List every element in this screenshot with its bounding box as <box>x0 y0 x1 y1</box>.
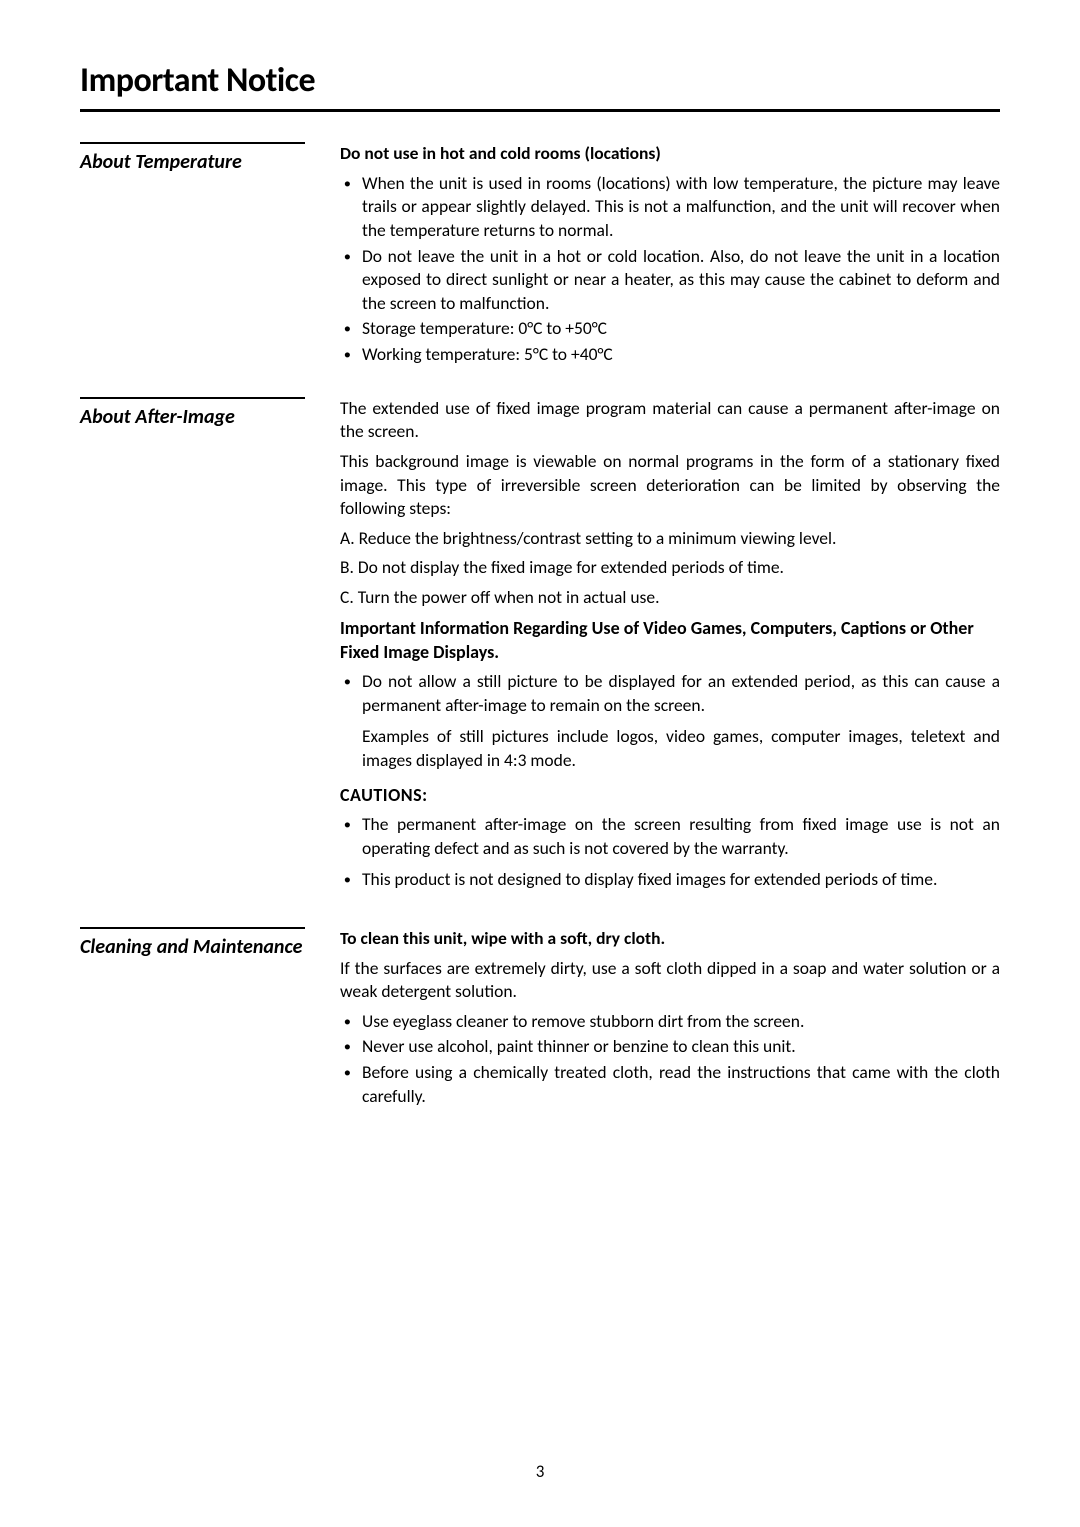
temp-bullets: When the unit is used in rooms (location… <box>340 172 1000 367</box>
cautions-bullet: The permanent after-image on the screen … <box>340 813 1000 860</box>
after-image-para: This background image is viewable on nor… <box>340 450 1000 521</box>
sidebar-cleaning: Cleaning and Maintenance <box>80 927 340 1118</box>
sidebar-rule <box>80 397 305 399</box>
section-after-image: About After-Image The extended use of fi… <box>80 397 1000 902</box>
content-cleaning: To clean this unit, wipe with a soft, dr… <box>340 927 1000 1118</box>
sidebar-rule <box>80 142 305 144</box>
temp-bullet: Working temperature: 5°C to +40°C <box>340 343 1000 367</box>
after-image-sub-bold: Important Information Regarding Use of V… <box>340 616 1000 665</box>
cleaning-lead-text: If the surfaces are extremely dirty, use… <box>340 957 1000 1004</box>
bullet-text: Do not allow a still picture to be displ… <box>362 670 1000 716</box>
temp-bullet: Storage temperature: 0°C to +50°C <box>340 317 1000 341</box>
section-cleaning: Cleaning and Maintenance To clean this u… <box>80 927 1000 1118</box>
title-rule <box>80 109 1000 112</box>
cleaning-bullet: Use eyeglass cleaner to remove stubborn … <box>340 1010 1000 1034</box>
section-temperature: About Temperature Do not use in hot and … <box>80 142 1000 377</box>
after-image-step: C. Turn the power off when not in actual… <box>340 586 1000 610</box>
sidebar-temperature: About Temperature <box>80 142 340 377</box>
cleaning-bullets: Use eyeglass cleaner to remove stubborn … <box>340 1010 1000 1109</box>
page-title: Important Notice <box>80 60 1000 101</box>
after-image-bullets2: The permanent after-image on the screen … <box>340 813 1000 892</box>
content-temperature: Do not use in hot and cold rooms (locati… <box>340 142 1000 377</box>
after-image-step: A. Reduce the brightness/contrast settin… <box>340 527 1000 551</box>
sidebar-heading-after-image: About After-Image <box>80 405 320 429</box>
cleaning-bullet: Before using a chemically treated cloth,… <box>340 1061 1000 1108</box>
after-image-bullet: Do not allow a still picture to be displ… <box>340 670 1000 773</box>
sidebar-heading-temperature: About Temperature <box>80 150 320 174</box>
after-image-para: The extended use of fixed image program … <box>340 397 1000 444</box>
after-image-bullets1: Do not allow a still picture to be displ… <box>340 670 1000 773</box>
sidebar-heading-cleaning: Cleaning and Maintenance <box>80 935 320 959</box>
after-image-step: B. Do not display the fixed image for ex… <box>340 556 1000 580</box>
sidebar-rule <box>80 927 305 929</box>
after-image-follow: Examples of still pictures include logos… <box>362 725 1000 772</box>
cautions-bullet: This product is not designed to display … <box>340 868 1000 892</box>
cleaning-lead-bold: To clean this unit, wipe with a soft, dr… <box>340 927 1000 951</box>
cleaning-bullet: Never use alcohol, paint thinner or benz… <box>340 1035 1000 1059</box>
temp-bullet: Do not leave the unit in a hot or cold l… <box>340 245 1000 316</box>
content-after-image: The extended use of fixed image program … <box>340 397 1000 902</box>
page-number: 3 <box>0 1461 1080 1482</box>
temp-lead-bold: Do not use in hot and cold rooms (locati… <box>340 142 1000 166</box>
cautions-label: CAUTIONS: <box>340 783 1000 807</box>
sidebar-after-image: About After-Image <box>80 397 340 902</box>
temp-bullet: When the unit is used in rooms (location… <box>340 172 1000 243</box>
